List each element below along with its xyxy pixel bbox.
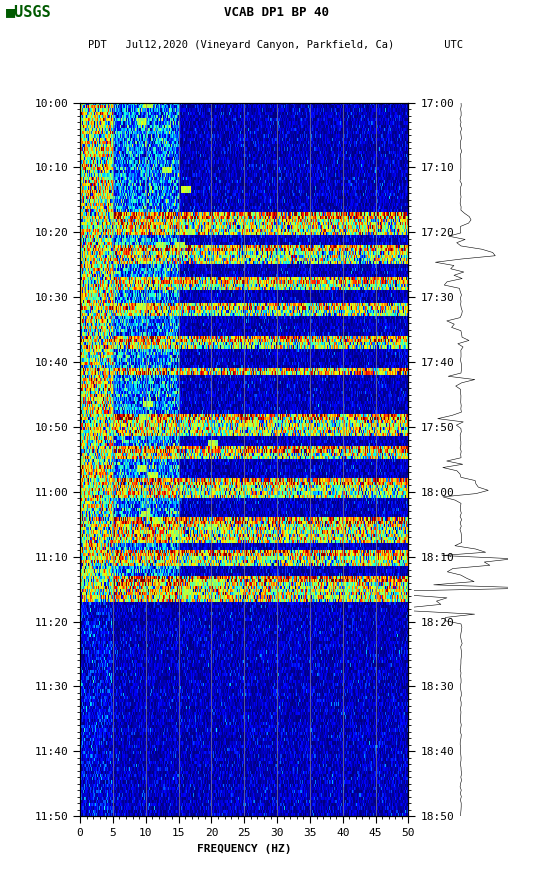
Text: ■USGS: ■USGS bbox=[6, 4, 51, 19]
Text: PDT   Jul12,2020 (Vineyard Canyon, Parkfield, Ca)        UTC: PDT Jul12,2020 (Vineyard Canyon, Parkfie… bbox=[88, 40, 464, 50]
X-axis label: FREQUENCY (HZ): FREQUENCY (HZ) bbox=[197, 844, 291, 854]
Text: VCAB DP1 BP 40: VCAB DP1 BP 40 bbox=[224, 6, 328, 20]
